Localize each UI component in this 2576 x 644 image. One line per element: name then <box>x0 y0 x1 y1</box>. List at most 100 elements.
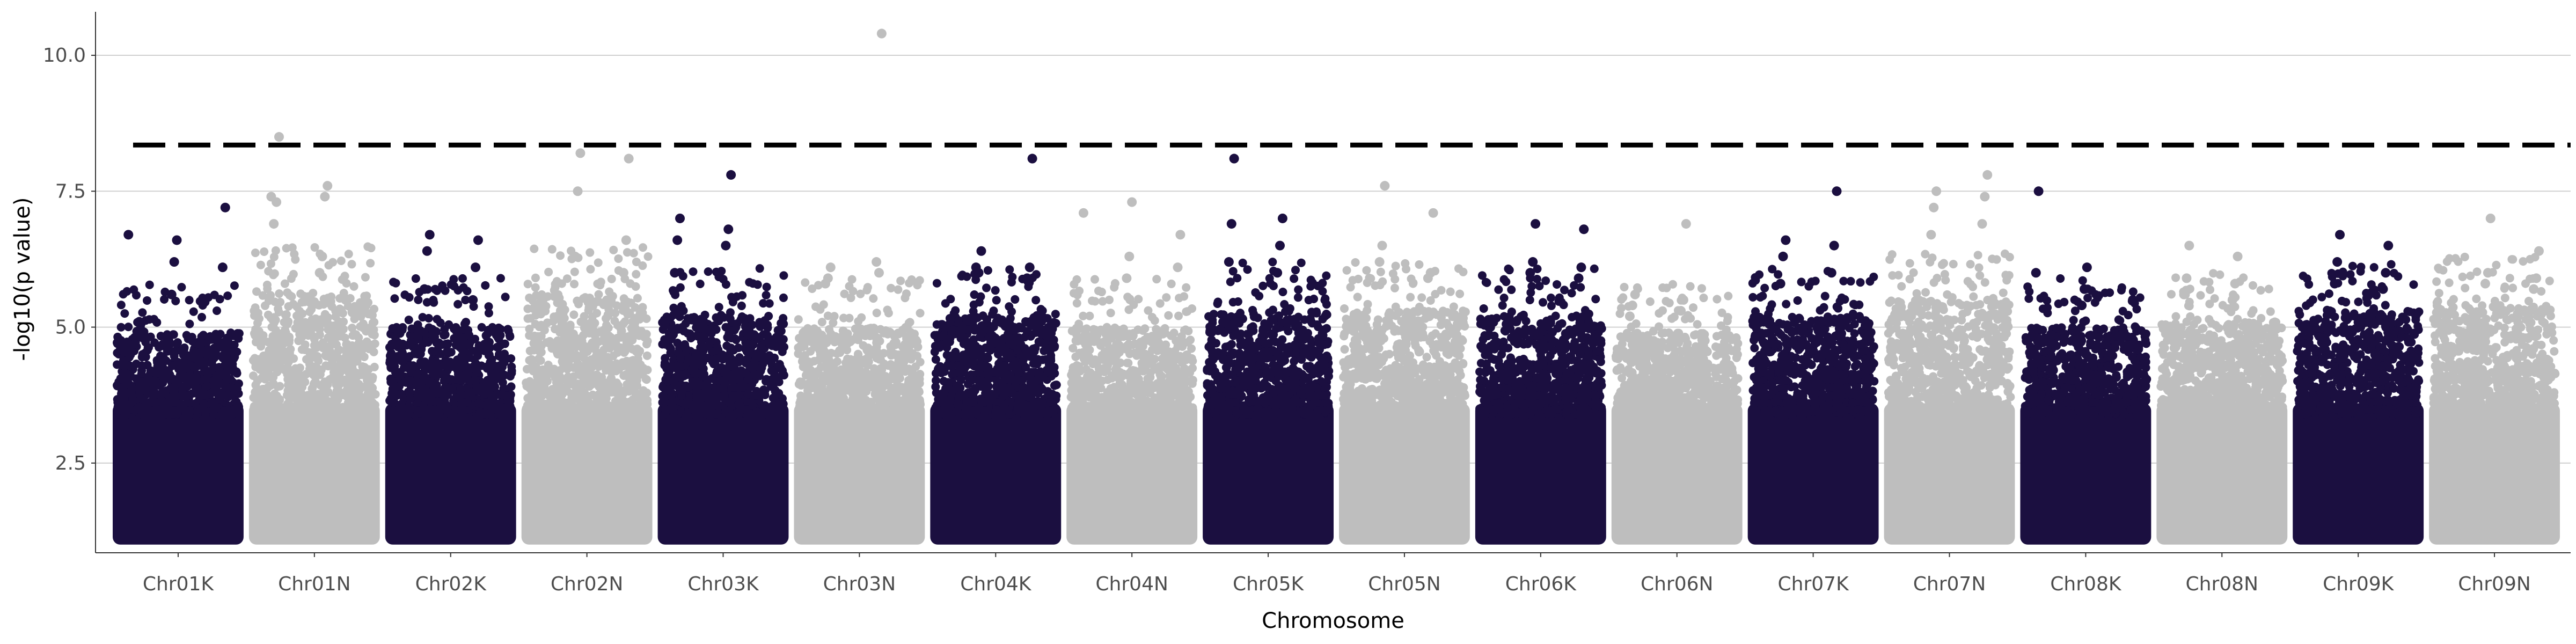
point-cloud <box>248 403 380 545</box>
point <box>264 409 273 418</box>
point <box>832 399 841 408</box>
peak-point <box>570 251 580 261</box>
point <box>600 382 609 391</box>
point <box>803 324 813 333</box>
point <box>197 313 207 322</box>
point <box>348 324 357 333</box>
point <box>502 391 511 400</box>
point <box>762 282 771 291</box>
point <box>848 371 857 380</box>
point <box>841 382 851 391</box>
point <box>195 297 204 306</box>
point <box>867 371 876 380</box>
point <box>642 351 652 360</box>
peak-point <box>726 170 736 180</box>
point <box>400 290 409 299</box>
point <box>389 406 398 415</box>
peak-point <box>672 235 683 245</box>
point <box>152 318 162 327</box>
point <box>405 394 414 404</box>
point <box>726 308 735 317</box>
point <box>863 283 872 292</box>
point <box>474 386 484 396</box>
point <box>173 346 182 355</box>
point <box>143 296 152 305</box>
point <box>445 409 454 418</box>
point <box>531 378 540 387</box>
peak-point <box>314 268 325 278</box>
point <box>696 324 705 333</box>
point <box>231 387 240 397</box>
point <box>487 355 496 364</box>
point <box>756 367 765 376</box>
point <box>230 281 239 290</box>
point <box>765 299 774 308</box>
point <box>296 319 305 328</box>
point <box>611 309 620 318</box>
point <box>633 372 642 381</box>
point <box>886 342 895 351</box>
point <box>729 360 738 369</box>
point <box>623 248 632 257</box>
point <box>847 409 856 419</box>
point <box>444 320 453 329</box>
point <box>282 310 291 319</box>
point <box>429 298 438 307</box>
peak-point <box>876 28 887 39</box>
point <box>189 307 198 316</box>
point <box>881 400 890 409</box>
point <box>483 329 492 338</box>
point <box>547 389 557 398</box>
point <box>559 331 568 340</box>
point <box>453 299 463 309</box>
point <box>658 391 667 400</box>
point <box>419 401 428 410</box>
peak-point <box>425 230 435 240</box>
point <box>310 379 319 388</box>
point <box>305 360 314 369</box>
point <box>817 331 826 340</box>
point <box>753 349 762 358</box>
point <box>429 364 438 373</box>
point <box>896 276 905 286</box>
point <box>534 365 543 375</box>
point <box>136 387 145 396</box>
peak-point <box>721 240 731 251</box>
point <box>704 267 713 276</box>
point <box>867 401 876 411</box>
point <box>727 334 736 343</box>
point <box>413 370 422 379</box>
point <box>262 280 272 289</box>
point <box>861 408 870 418</box>
point <box>210 335 219 344</box>
peak-point <box>468 295 478 305</box>
point <box>473 351 482 360</box>
point <box>185 409 194 419</box>
peak-point <box>872 257 882 267</box>
point <box>616 397 625 406</box>
point <box>264 383 273 392</box>
point <box>352 346 361 355</box>
point-cloud <box>657 403 789 545</box>
point <box>364 309 373 318</box>
point <box>349 371 358 380</box>
point <box>875 336 884 346</box>
point <box>116 301 126 310</box>
point <box>319 405 328 414</box>
point <box>689 377 698 386</box>
point <box>847 275 857 284</box>
point <box>213 389 222 398</box>
peak-point <box>269 219 279 229</box>
point <box>854 317 863 326</box>
point <box>603 353 612 362</box>
point <box>151 380 160 390</box>
point <box>767 341 777 350</box>
point <box>594 258 603 267</box>
point <box>595 392 604 401</box>
point <box>179 346 188 355</box>
point <box>817 379 826 389</box>
point <box>795 334 804 343</box>
peak-point <box>169 257 179 267</box>
peak-point <box>166 289 177 299</box>
point <box>423 338 433 347</box>
